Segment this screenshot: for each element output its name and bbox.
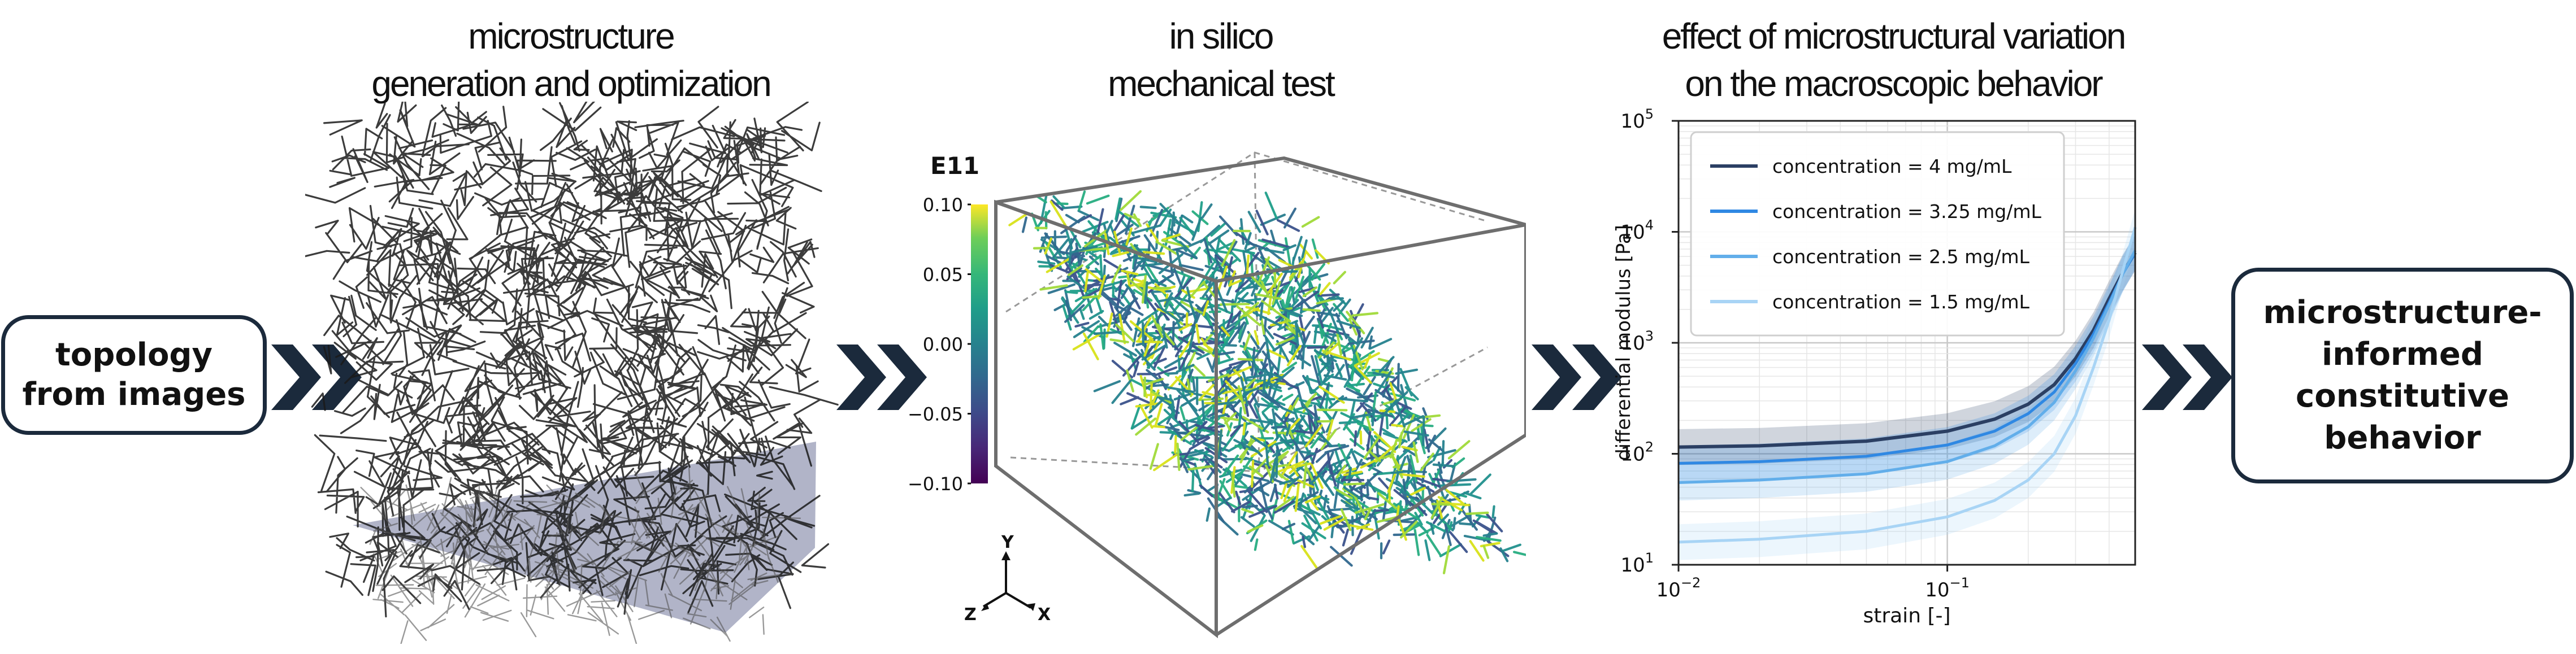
series-line [1678, 226, 2137, 544]
series-point [2027, 479, 2029, 481]
x-tick-label: 10−2 [1656, 575, 1701, 601]
series-point [2074, 357, 2076, 360]
colorbar-title: E11 [930, 152, 979, 180]
colorbar-tick-label: 0.10 [923, 194, 963, 216]
y-tick-label: 101 [1620, 550, 1654, 577]
output-box-line-2: informed [2322, 336, 2483, 373]
axis-y-label: Y [1001, 533, 1014, 552]
fiber-network-strain-colored [1008, 190, 1526, 574]
series-point [2092, 337, 2094, 339]
stage-3-title-line-1: effect of microstructural variation [1662, 16, 2127, 56]
stage-2-title-line-1: in silico [1169, 16, 1274, 56]
chart-x-ticks: 10−2 10−1 [1656, 565, 1970, 601]
series-point [2074, 415, 2076, 417]
microstructure-network-image [305, 102, 839, 644]
legend-label: concentration = 4 mg/mL [1772, 155, 2012, 177]
series-point [2108, 319, 2110, 321]
series-point [1758, 538, 1760, 540]
series-point [1946, 444, 1949, 446]
legend-label: concentration = 2.5 mg/mL [1772, 246, 2030, 268]
series-point [1993, 430, 1996, 432]
output-box-line-3: constitutive [2296, 378, 2509, 415]
chart-legend: concentration = 4 mg/mL concentration = 3… [1690, 131, 2065, 337]
simulation-box-edges [994, 156, 1526, 638]
mechanical-test-simulation [994, 151, 1526, 638]
colorbar-tick-label: 0.05 [923, 264, 963, 286]
chevron-right-icon [836, 345, 927, 410]
chart-x-label: strain [-] [1863, 604, 1950, 627]
y-tick-label: 102 [1620, 439, 1654, 466]
series-point [1865, 440, 1867, 442]
output-box: microstructure- informed constitutive be… [2231, 268, 2574, 483]
axis-x-label: X [1038, 605, 1051, 625]
series-point [2074, 369, 2076, 372]
legend-label: concentration = 3.25 mg/mL [1772, 200, 2042, 223]
series-point [1993, 418, 1996, 420]
series-point [2108, 304, 2110, 306]
axis-z-label: Z [964, 605, 977, 625]
axes-triad: Y Z X [964, 533, 1051, 625]
y-tick-label: 103 [1620, 328, 1654, 355]
stage-3-title: effect of microstructural variation on t… [1582, 12, 2204, 107]
series-point [2027, 403, 2029, 406]
stage-3-title-line-2: on the macroscopic behavior [1685, 63, 2103, 104]
series-point [2053, 402, 2055, 404]
series-point [2092, 367, 2094, 369]
stage-1-title-line-2: generation and optimization [371, 63, 771, 104]
series-point [1993, 499, 1996, 502]
y-tick-label: 105 [1620, 107, 1654, 133]
input-box-line-1: topology [55, 337, 213, 373]
series-line [1678, 251, 2137, 449]
series-point [1865, 530, 1867, 533]
series-point [1758, 444, 1760, 447]
series-band [1679, 232, 2135, 501]
series-point [2122, 269, 2124, 272]
x-tick-label: 10−1 [1925, 575, 1970, 601]
stage-1-title: microstructure generation and optimizati… [316, 12, 825, 107]
series-point [1758, 460, 1760, 463]
series-point [1946, 460, 1949, 463]
fiber-network-3d [305, 102, 839, 644]
chevron-right-icon [2142, 345, 2232, 410]
stage-1-title-line-1: microstructure [468, 16, 675, 56]
colorbar: E11 0.10 0.05 0.00 −0.05 −0.10 [908, 152, 988, 495]
input-box-line-2: from images [22, 376, 246, 413]
series-point [1758, 479, 1760, 481]
chart-y-label: differential modulus [Pa] [1612, 225, 1635, 461]
chart-series-lines [1677, 226, 2137, 544]
series-point [2027, 412, 2029, 415]
stage-2-title-line-2: mechanical test [1108, 63, 1335, 104]
series-point [2074, 363, 2076, 365]
output-box-line-1: microstructure- [2263, 294, 2542, 331]
series-point [1865, 473, 1867, 475]
colorbar-tick-label: −0.10 [908, 473, 963, 495]
series-point [2027, 426, 2029, 428]
series-band [1679, 234, 2135, 482]
series-point [2053, 383, 2055, 386]
series-point [1993, 444, 1996, 447]
stage-2-title: in silico mechanical test [1017, 12, 1424, 107]
series-point [2053, 453, 2055, 455]
modulus-strain-chart: 10−2 10−1 101 102 103 104 105 strain [-] diff… [1612, 107, 2137, 627]
series-point [1865, 455, 1867, 457]
input-box: topology from images [1, 315, 267, 435]
output-box-line-4: behavior [2324, 420, 2481, 456]
colorbar-tick-label: −0.05 [908, 404, 963, 425]
series-point [1946, 430, 1949, 432]
series-point [2053, 391, 2055, 393]
simulation-box-hidden-edges [1005, 151, 1488, 473]
series-line [1678, 250, 2137, 484]
series-point [1946, 516, 1949, 518]
chevron-right-icon [1532, 345, 1622, 410]
chart-y-ticks: 101 102 103 104 105 [1620, 107, 1679, 577]
chart-legend-frame [1690, 131, 2065, 337]
legend-label: concentration = 1.5 mg/mL [1772, 291, 2030, 313]
series-band [1679, 209, 2135, 560]
colorbar-gradient [971, 204, 988, 483]
colorbar-tick-label: 0.00 [923, 334, 963, 355]
y-tick-label: 104 [1620, 217, 1654, 244]
